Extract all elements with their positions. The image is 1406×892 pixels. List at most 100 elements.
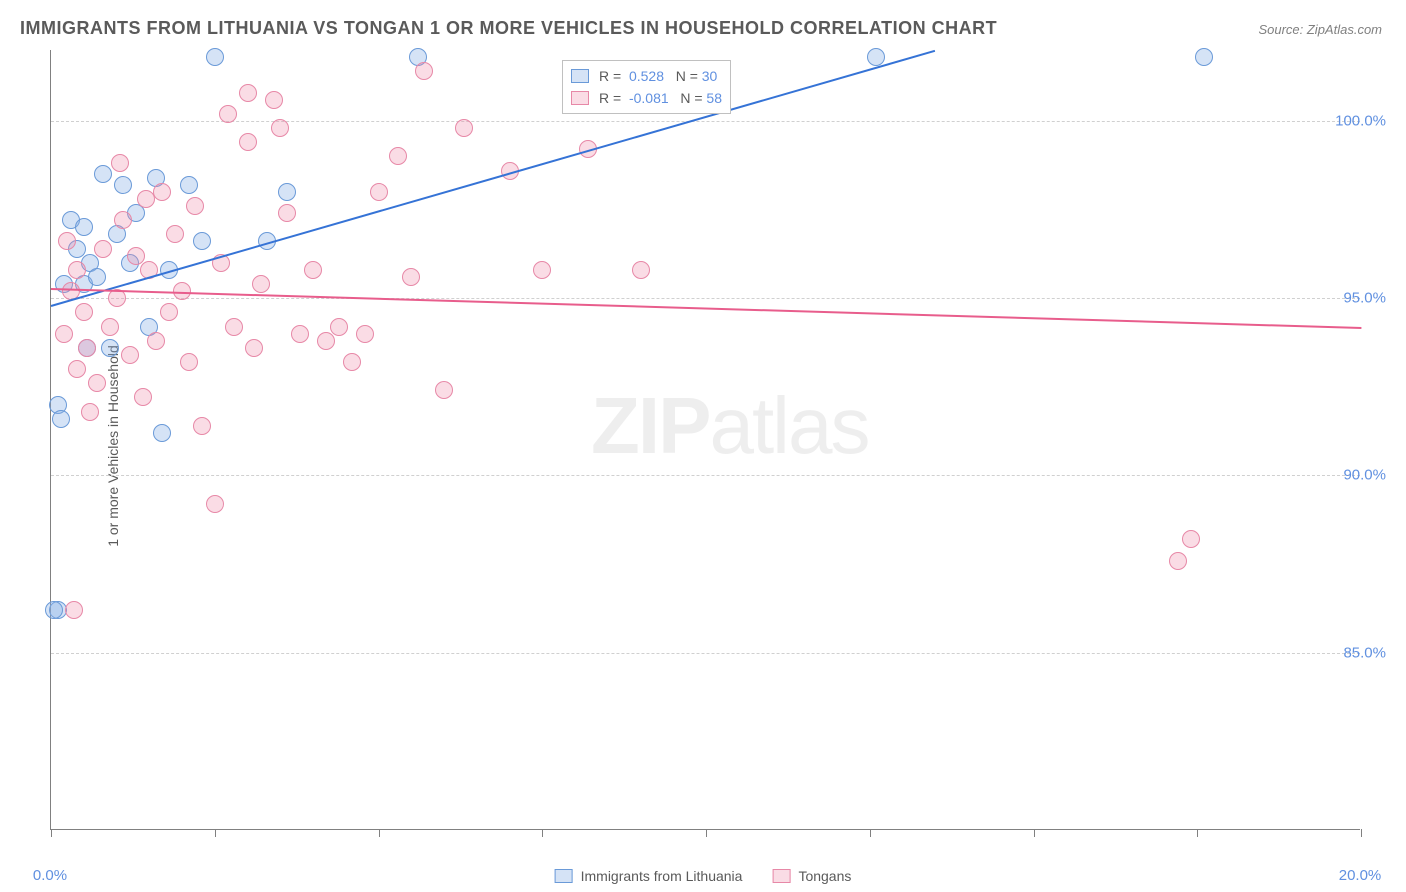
scatter-point-lithuania	[206, 48, 224, 66]
scatter-point-tongans	[134, 388, 152, 406]
x-tick-label: 20.0%	[1339, 867, 1382, 884]
scatter-point-tongans	[219, 105, 237, 123]
scatter-point-lithuania	[278, 183, 296, 201]
scatter-point-tongans	[180, 353, 198, 371]
scatter-point-tongans	[455, 119, 473, 137]
scatter-point-tongans	[186, 197, 204, 215]
scatter-point-tongans	[343, 353, 361, 371]
scatter-point-tongans	[265, 91, 283, 109]
scatter-point-tongans	[55, 325, 73, 343]
scatter-point-tongans	[88, 374, 106, 392]
scatter-point-tongans	[101, 318, 119, 336]
gridline	[51, 298, 1360, 299]
scatter-point-tongans	[68, 261, 86, 279]
scatter-point-lithuania	[75, 218, 93, 236]
x-tick	[215, 829, 216, 837]
scatter-point-lithuania	[193, 232, 211, 250]
scatter-point-tongans	[81, 403, 99, 421]
legend-item-tongans: Tongans	[772, 868, 851, 884]
scatter-point-tongans	[78, 339, 96, 357]
scatter-point-tongans	[1182, 530, 1200, 548]
gridline	[51, 475, 1360, 476]
scatter-point-tongans	[114, 211, 132, 229]
correlation-row-tongans: R = -0.081 N = 58	[571, 87, 722, 109]
scatter-point-lithuania	[153, 424, 171, 442]
trend-line-tongans	[51, 288, 1361, 329]
scatter-point-tongans	[58, 232, 76, 250]
scatter-point-lithuania	[101, 339, 119, 357]
scatter-point-tongans	[271, 119, 289, 137]
scatter-point-lithuania	[88, 268, 106, 286]
scatter-point-tongans	[370, 183, 388, 201]
scatter-point-tongans	[127, 247, 145, 265]
chart-title: IMMIGRANTS FROM LITHUANIA VS TONGAN 1 OR…	[20, 18, 997, 39]
scatter-point-tongans	[225, 318, 243, 336]
x-tick	[542, 829, 543, 837]
scatter-point-tongans	[111, 154, 129, 172]
scatter-point-lithuania	[94, 165, 112, 183]
scatter-point-tongans	[153, 183, 171, 201]
correlation-legend: R = 0.528 N = 30 R = -0.081 N = 58	[562, 60, 731, 114]
y-tick-label: 90.0%	[1343, 467, 1386, 484]
scatter-point-tongans	[402, 268, 420, 286]
legend-label: Tongans	[798, 868, 851, 884]
scatter-point-tongans	[533, 261, 551, 279]
x-tick	[1197, 829, 1198, 837]
legend-item-lithuania: Immigrants from Lithuania	[555, 868, 743, 884]
scatter-point-tongans	[68, 360, 86, 378]
scatter-point-tongans	[252, 275, 270, 293]
x-tick-label: 0.0%	[33, 867, 67, 884]
gridline	[51, 121, 1360, 122]
scatter-point-tongans	[239, 133, 257, 151]
scatter-point-tongans	[245, 339, 263, 357]
y-tick-label: 100.0%	[1335, 112, 1386, 129]
legend-swatch-icon	[772, 869, 790, 883]
scatter-point-tongans	[632, 261, 650, 279]
watermark: ZIPatlas	[591, 380, 868, 472]
legend-label: Immigrants from Lithuania	[581, 868, 743, 884]
scatter-point-tongans	[278, 204, 296, 222]
correlation-text: R = -0.081 N = 58	[599, 90, 722, 106]
scatter-point-tongans	[65, 601, 83, 619]
scatter-point-tongans	[206, 495, 224, 513]
scatter-point-tongans	[147, 332, 165, 350]
legend-swatch-icon	[571, 91, 589, 105]
legend-swatch-icon	[571, 69, 589, 83]
scatter-point-tongans	[193, 417, 211, 435]
scatter-point-lithuania	[180, 176, 198, 194]
scatter-point-tongans	[435, 381, 453, 399]
scatter-point-tongans	[356, 325, 374, 343]
scatter-point-tongans	[1169, 552, 1187, 570]
scatter-point-tongans	[94, 240, 112, 258]
x-tick	[1034, 829, 1035, 837]
legend-swatch-icon	[555, 869, 573, 883]
scatter-point-lithuania	[114, 176, 132, 194]
scatter-point-tongans	[415, 62, 433, 80]
y-tick-label: 85.0%	[1343, 644, 1386, 661]
gridline	[51, 653, 1360, 654]
correlation-text: R = 0.528 N = 30	[599, 68, 717, 84]
x-tick	[51, 829, 52, 837]
scatter-point-tongans	[239, 84, 257, 102]
x-tick	[379, 829, 380, 837]
scatter-point-tongans	[291, 325, 309, 343]
source-label: Source: ZipAtlas.com	[1258, 22, 1382, 37]
scatter-point-lithuania	[45, 601, 63, 619]
scatter-point-tongans	[330, 318, 348, 336]
scatter-point-tongans	[317, 332, 335, 350]
x-tick	[706, 829, 707, 837]
scatter-point-tongans	[389, 147, 407, 165]
plot-area: ZIPatlas	[50, 50, 1360, 830]
legend-bottom: Immigrants from Lithuania Tongans	[555, 868, 852, 884]
x-tick	[1361, 829, 1362, 837]
scatter-point-tongans	[137, 190, 155, 208]
scatter-point-lithuania	[1195, 48, 1213, 66]
scatter-point-tongans	[166, 225, 184, 243]
correlation-row-lithuania: R = 0.528 N = 30	[571, 65, 722, 87]
scatter-point-lithuania	[867, 48, 885, 66]
scatter-point-tongans	[121, 346, 139, 364]
scatter-point-tongans	[304, 261, 322, 279]
scatter-point-tongans	[75, 303, 93, 321]
scatter-point-lithuania	[52, 410, 70, 428]
y-tick-label: 95.0%	[1343, 290, 1386, 307]
